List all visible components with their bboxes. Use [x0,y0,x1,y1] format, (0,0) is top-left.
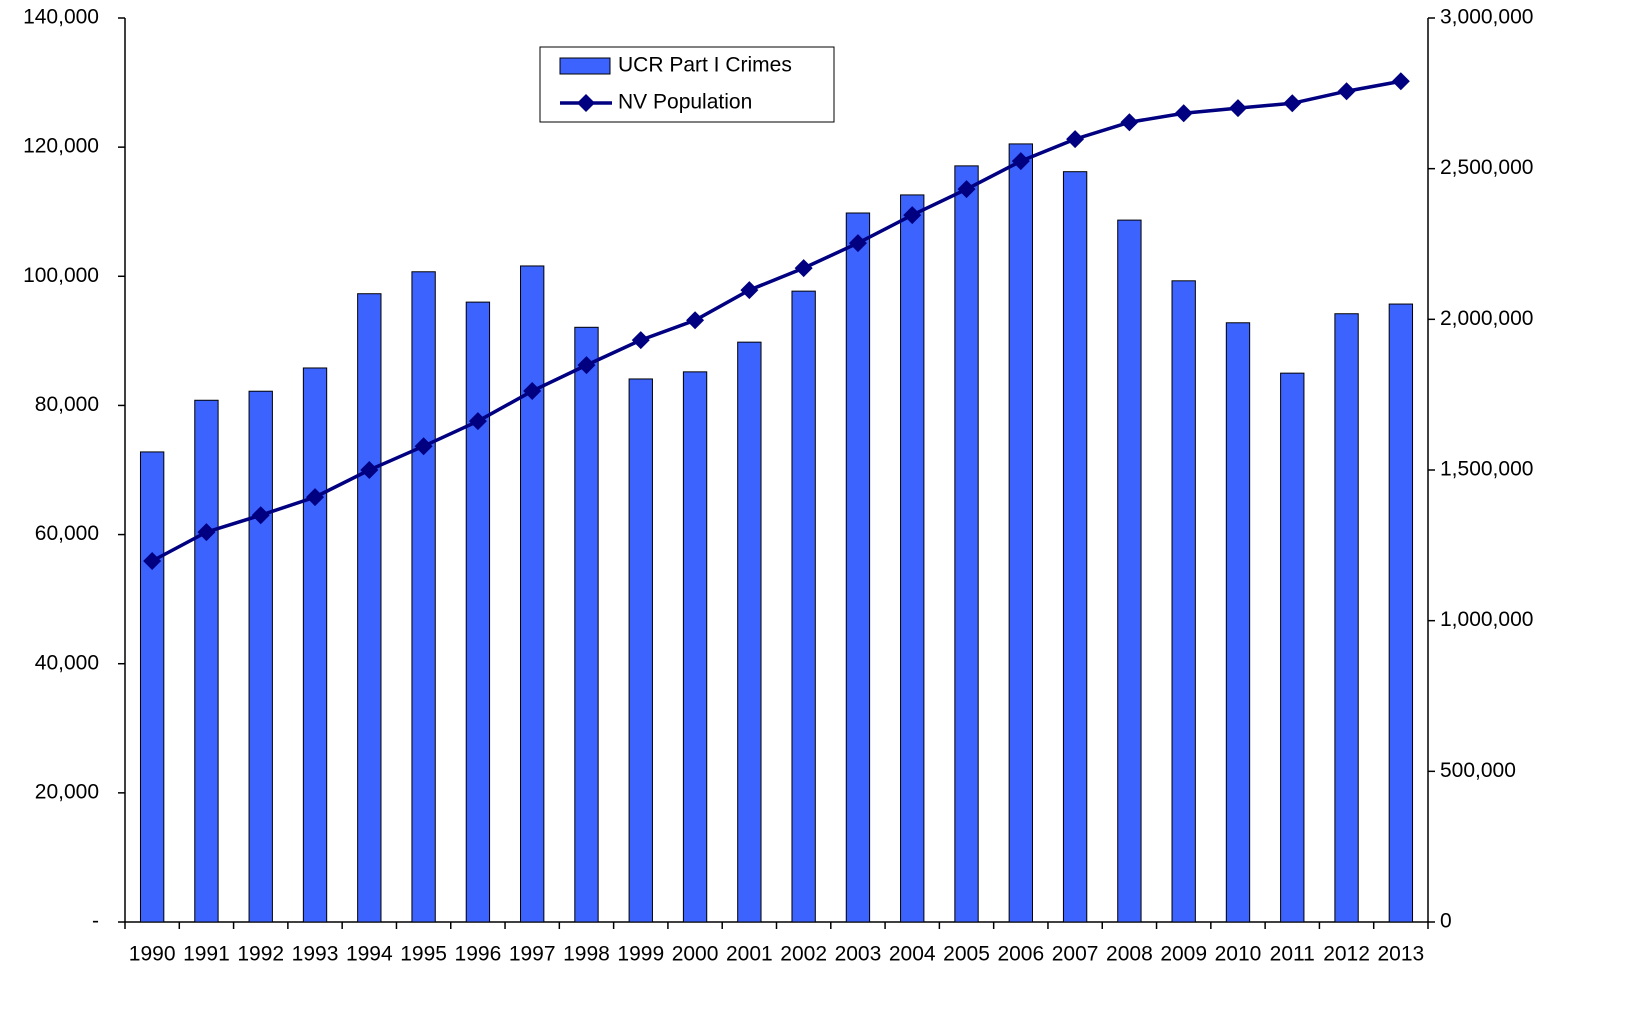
legend-swatch [559,57,611,75]
x-tick-label: 2011 [1270,943,1315,966]
bar [357,293,382,923]
marker [468,412,487,431]
x-tick-label: 1999 [617,943,664,966]
x-tick-label: 1997 [509,943,556,966]
bar [1171,280,1196,923]
marker [1228,99,1247,118]
marker [1174,104,1193,123]
marker [1337,82,1356,101]
y-tick-label: - [92,910,99,933]
y2-tick-label: 0 [1440,910,1452,933]
legend-label: NV Population [618,91,752,114]
legend-marker [577,94,595,112]
bar [682,371,708,923]
marker [631,331,650,350]
x-tick-label: 1995 [400,943,447,966]
marker [306,488,325,507]
marker [1011,152,1030,171]
marker [577,356,596,375]
y-tick-label: 20,000 [35,780,99,803]
x-tick-label: 2008 [1106,943,1153,966]
x-tick-label: 2002 [780,943,827,966]
bar [1225,322,1251,923]
x-tick-label: 2013 [1377,943,1424,966]
x-tick-label: 2003 [835,943,882,966]
y2-tick-label: 3,000,000 [1440,6,1533,29]
marker [143,552,162,571]
marker [197,523,216,542]
x-tick-label: 1996 [455,943,502,966]
y2-tick-label: 500,000 [1440,759,1516,782]
y2-tick-label: 2,500,000 [1440,156,1533,179]
x-tick-label: 2012 [1323,943,1370,966]
bar [737,341,762,923]
bar [954,165,979,923]
marker [903,206,922,225]
marker [414,437,433,456]
bar [845,212,871,923]
marker [1283,94,1302,113]
bar [1280,372,1305,923]
x-tick-label: 2001 [726,943,773,966]
marker [848,234,867,253]
x-tick-label: 1991 [183,943,230,966]
x-tick-label: 2009 [1160,943,1207,966]
bar [1334,313,1359,923]
bar [1388,303,1414,923]
y2-tick-label: 1,000,000 [1440,608,1533,631]
bar [574,326,599,923]
marker [1120,113,1139,132]
legend-label: UCR Part I Crimes [618,54,792,77]
bar [1062,171,1088,923]
x-tick-label: 2004 [889,943,936,966]
y-tick-label: 80,000 [35,393,99,416]
y-tick-label: 140,000 [23,6,99,29]
x-tick-label: 2006 [997,943,1044,966]
marker [686,311,705,330]
x-tick-label: 2005 [943,943,990,966]
y-tick-label: 40,000 [35,651,99,674]
bar [1008,143,1033,923]
x-tick-label: 2000 [672,943,719,966]
line [151,79,1402,563]
marker [251,506,270,525]
bar [520,265,545,923]
x-tick-label: 1990 [129,943,176,966]
y-tick-label: 120,000 [23,135,99,158]
x-tick-label: 1994 [346,943,393,966]
bar [302,367,328,923]
marker [360,461,379,479]
marker [740,281,759,300]
bar [791,290,816,923]
x-tick-label: 2007 [1052,943,1099,966]
bar [628,378,653,923]
x-tick-label: 1992 [237,943,284,966]
bar [900,194,925,923]
marker [1066,130,1085,149]
marker [1391,72,1410,91]
bar [465,301,491,923]
x-tick-label: 2010 [1215,943,1262,966]
y-tick-label: 100,000 [23,264,99,287]
x-tick-label: 1993 [292,943,339,966]
x-tick-label: 1998 [563,943,610,966]
y-tick-label: 60,000 [35,522,99,545]
marker [957,180,976,199]
marker [794,259,813,278]
y2-tick-label: 2,000,000 [1440,307,1533,330]
y2-tick-label: 1,500,000 [1440,458,1533,481]
bar [411,271,436,923]
bar [248,390,273,923]
bar [139,451,165,923]
marker [523,382,542,401]
bar [1117,219,1142,923]
bar [194,399,219,923]
